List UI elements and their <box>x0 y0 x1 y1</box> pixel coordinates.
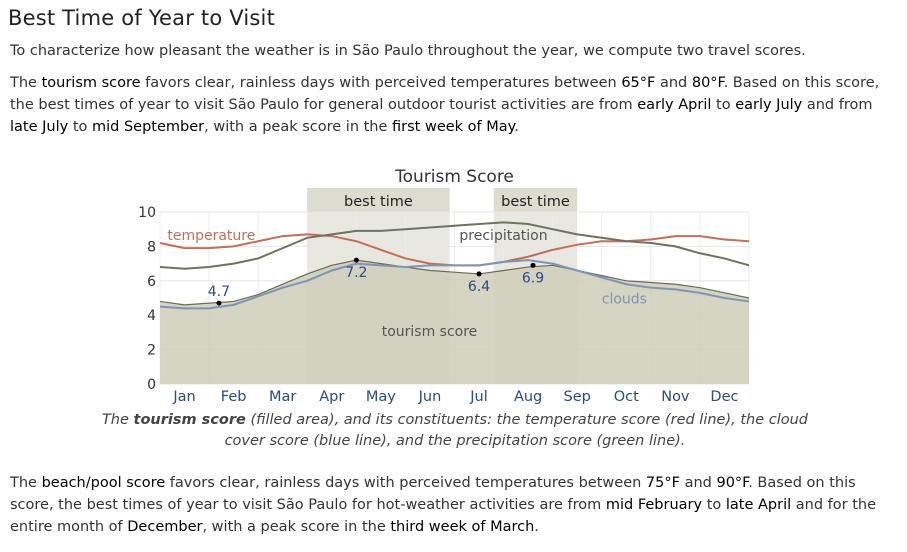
highlight-term: mid September <box>92 119 205 135</box>
highlight-term: tourism score <box>41 75 141 91</box>
text-run: to <box>711 97 736 113</box>
highlight-term: December <box>127 519 203 535</box>
text-run: favors clear, rainless days with perceiv… <box>140 75 622 91</box>
precipitation-line <box>159 221 750 270</box>
tourism-score-area <box>160 260 749 384</box>
chart-title: Tourism Score <box>394 167 514 187</box>
chart-caption: The tourism score (filled area), and its… <box>100 410 810 452</box>
highlight-term: 80°F <box>691 75 724 91</box>
best-time-label: best time <box>501 194 570 210</box>
x-tick-label-month: Jan <box>172 389 195 405</box>
tourism-score-area-label: tourism score <box>382 324 478 340</box>
y-tick-label: 4 <box>147 308 156 324</box>
text-run: and from <box>802 97 873 113</box>
y-tick-label: 6 <box>147 274 156 290</box>
score-data-label: 6.9 <box>522 270 544 286</box>
clouds-line <box>159 259 750 310</box>
y-tick-label: 8 <box>147 239 156 255</box>
score-data-label: 6.4 <box>468 279 490 295</box>
text-run: to <box>702 497 726 513</box>
highlight-term: late April <box>725 497 792 513</box>
x-tick-label-month: Jun <box>418 389 442 405</box>
x-tick-label-month: Apr <box>319 389 344 405</box>
highlight-term: 75°F <box>645 475 680 491</box>
text-run: . Based on this score, the best times of… <box>10 475 856 513</box>
y-tick-label: 10 <box>138 205 156 221</box>
x-tick-label-month: Oct <box>614 389 639 405</box>
highlight-term: mid February <box>605 497 703 513</box>
highlight-term: early April <box>637 97 712 113</box>
x-tick-label-month: Mar <box>269 389 296 405</box>
text-run: , with a peak score in the <box>204 119 393 135</box>
text-run: , with a peak score in the <box>202 519 391 535</box>
score-data-label: 7.2 <box>345 265 367 281</box>
score-point <box>216 300 222 306</box>
text-run: The <box>10 75 42 91</box>
text-run: The <box>10 475 42 491</box>
score-point <box>476 271 482 277</box>
best-time-header <box>493 188 578 212</box>
x-tick-label-month: Jul <box>469 389 488 405</box>
text-run: The <box>101 412 134 428</box>
x-tick-label-month: Sep <box>564 389 591 405</box>
highlight-term: third week of March <box>390 519 535 535</box>
text-run: and <box>679 475 717 491</box>
x-tick-label-month: Nov <box>661 389 690 405</box>
x-tick-label-month: Aug <box>514 389 542 405</box>
text-run: (filled area), and its constituents: the… <box>224 412 809 449</box>
score-point <box>530 262 536 268</box>
precipitation-series-label: precipitation <box>459 228 547 244</box>
highlight-term: late July <box>10 119 69 135</box>
text-run: . <box>534 519 539 535</box>
y-tick-label: 0 <box>147 377 156 393</box>
text-run: favors clear, rainless days with perceiv… <box>165 475 646 491</box>
intro-paragraph: To characterize how pleasant the weather… <box>10 43 806 59</box>
clouds-series-label: clouds <box>602 292 647 308</box>
highlight-term: tourism score <box>133 412 246 428</box>
text-run: to <box>68 119 92 135</box>
score-data-label: 4.7 <box>208 284 230 300</box>
section-title: Best Time of Year to Visit <box>8 6 276 30</box>
x-tick-label-month: Dec <box>710 389 738 405</box>
text-run: . Based on this score, the best times of… <box>10 75 880 113</box>
highlight-term: first week of May <box>392 119 515 135</box>
text-run: . <box>514 119 519 135</box>
text-run: and for the entire month of <box>10 497 876 535</box>
x-tick-label-month: May <box>366 389 396 405</box>
tourism-score-outline <box>159 259 750 306</box>
highlight-term: 90°F <box>716 475 749 491</box>
best-time-header <box>307 188 450 212</box>
highlight-term: beach/pool score <box>41 475 166 491</box>
x-tick-label-month: Feb <box>221 389 247 405</box>
tourism-paragraph: The tourism score favors clear, rainless… <box>10 72 900 138</box>
y-tick-label: 2 <box>147 343 156 359</box>
best-time-label: best time <box>344 194 413 210</box>
highlight-term: early July <box>735 97 803 113</box>
beach-paragraph: The beach/pool score favors clear, rainl… <box>10 472 900 538</box>
score-point <box>353 257 359 263</box>
temperature-series-label: temperature <box>167 228 255 244</box>
tourism-score-chart: 0 2 4 6 8 10 Jan Feb Mar Apr May Jun Jul Aug Sep Oct Nov… <box>138 167 750 405</box>
highlight-term: 65°F <box>621 75 656 91</box>
text-run: and <box>655 75 692 91</box>
